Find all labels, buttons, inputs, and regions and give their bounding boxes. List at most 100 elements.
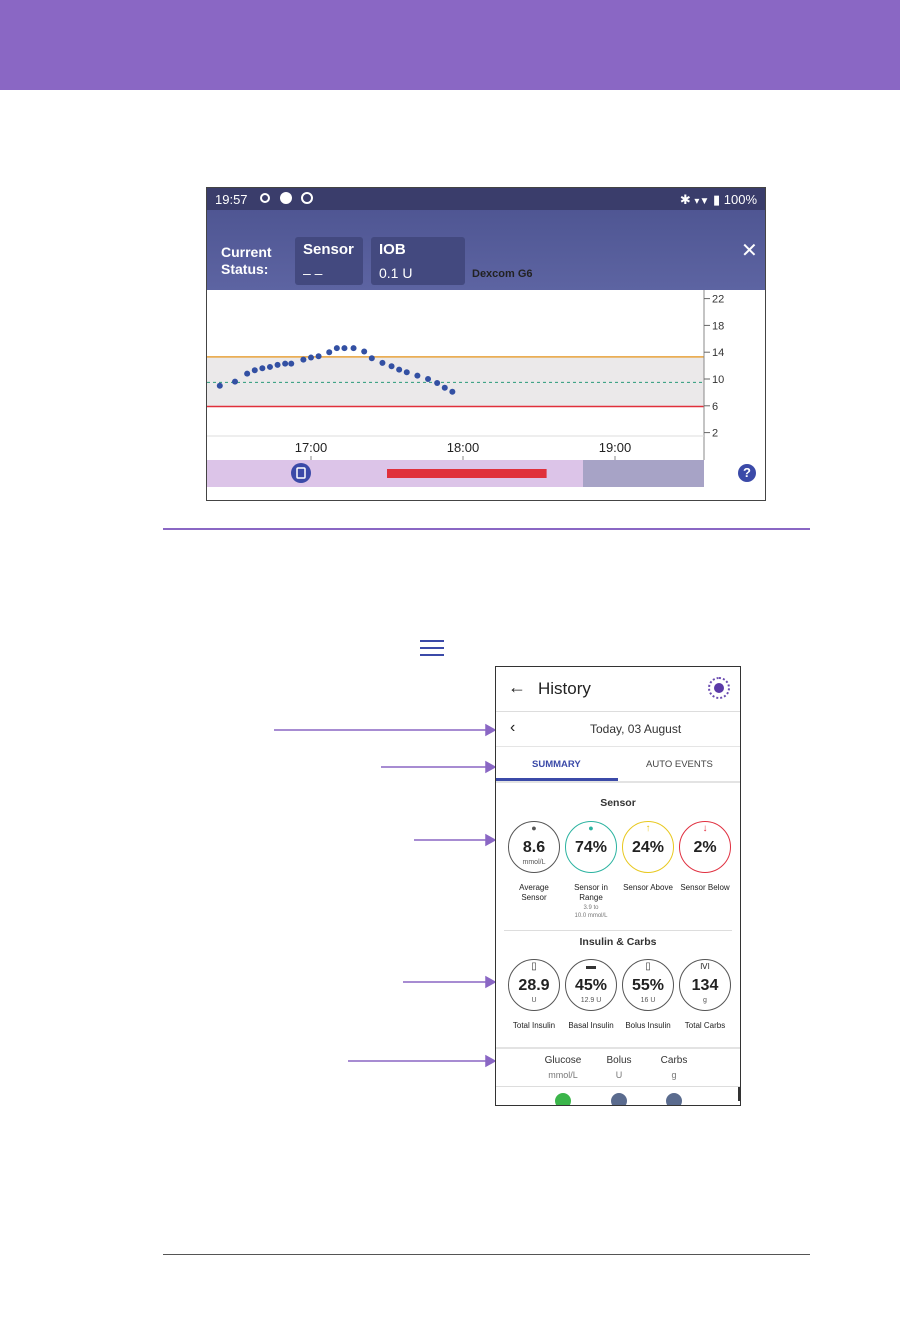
callout-arrowhead-sensor — [485, 833, 497, 847]
x-tick-label: 17:00 — [295, 440, 328, 455]
stat-circle: ↓ 2% — [679, 821, 731, 873]
glucose-point — [441, 384, 448, 391]
glucose-point — [282, 360, 289, 367]
tab-auto-events[interactable]: AUTO EVENTS — [646, 759, 713, 770]
legend-label: Bolus — [606, 1055, 632, 1066]
y-tick-label: 22 — [712, 294, 724, 306]
stat-unit: mmol/L — [522, 859, 546, 866]
glucose-point — [403, 369, 410, 376]
arrow-down-icon: ↓ — [702, 823, 708, 834]
callout-arrowhead-date — [485, 723, 497, 737]
y-tick-label: 2 — [712, 428, 718, 440]
back-arrow-icon[interactable]: ← — [508, 677, 526, 697]
date-selector: ‹ Today, 03 August — [496, 712, 740, 747]
help-icon[interactable]: ? — [738, 464, 756, 482]
stat-caption: Sensor in Range — [574, 883, 608, 902]
glucose-point — [341, 345, 348, 352]
glucose-point — [266, 363, 273, 370]
legend-unit: g — [671, 1070, 677, 1080]
legend-label: Glucose — [544, 1055, 582, 1066]
glucose-point — [259, 365, 266, 372]
header-band — [0, 0, 900, 90]
stat-circle: ● 8.6 mmol/L — [508, 821, 560, 873]
iob-tile-value: 0.1 U — [379, 265, 413, 281]
x-tick-label: 18:00 — [447, 440, 480, 455]
record-icon — [260, 193, 270, 203]
glucose-point — [315, 353, 322, 360]
stat-value: 45% — [574, 977, 608, 994]
glucose-point — [308, 354, 314, 361]
callout-arrowhead-legend — [485, 1054, 497, 1068]
callout-arrowhead-tabs — [485, 760, 497, 774]
stat-unit: 12.9 U — [580, 997, 602, 1004]
stat-caption: Basal Insulin — [568, 1021, 614, 1030]
insulin-event-bar — [207, 460, 765, 487]
sensor-tile[interactable]: Sensor – – — [295, 237, 363, 285]
tab-summary[interactable]: SUMMARY — [532, 759, 581, 770]
sensor-tile-title: Sensor — [303, 241, 354, 258]
glucose-point — [333, 345, 340, 352]
sensor-tile-value: – – — [303, 265, 323, 281]
glucose-point — [414, 372, 421, 379]
drop-icon: ● — [531, 823, 537, 833]
stat-value: 2% — [693, 839, 717, 856]
glucose-point — [288, 360, 295, 367]
glucose-legend-icon — [555, 1093, 571, 1105]
glucose-point — [216, 382, 223, 389]
iob-tile[interactable]: IOB 0.1 U — [371, 237, 465, 285]
cgm-chart: 22 18 14 10 6 2 17:00 18:00 19:00 — [207, 290, 765, 460]
target-range-band — [207, 356, 704, 407]
insulin-section-title: Insulin & Carbs — [579, 936, 657, 948]
stat-unit: 16 U — [640, 997, 656, 1004]
glucose-point — [232, 378, 238, 385]
glucose-point — [300, 356, 307, 363]
glucose-point — [396, 366, 403, 373]
stat-unit: U — [531, 997, 537, 1004]
stat-circle: ▬ 45% 12.9 U — [565, 959, 617, 1011]
stat-value: 24% — [631, 839, 665, 856]
battery-percent: 100% — [723, 192, 757, 207]
insulin-icon: ▯ — [645, 961, 651, 972]
y-axis-area — [704, 290, 765, 460]
x-tick-label: 19:00 — [599, 440, 632, 455]
bluetooth-icon: ✱ — [679, 192, 691, 207]
divider — [496, 1047, 740, 1049]
stat-subcaption: 3.9 to 10.0 mmol/L — [574, 905, 608, 919]
arrow-up-icon: ↑ — [645, 823, 651, 834]
sync-icon — [301, 192, 313, 204]
stat-caption: Average Sensor — [519, 883, 549, 902]
previous-day-icon[interactable]: ‹ — [510, 719, 516, 736]
menu-icon — [420, 640, 444, 656]
history-header: ← History — [496, 667, 740, 712]
stat-circle: ▯ 28.9 U — [508, 959, 560, 1011]
stat-caption: Sensor Below — [680, 883, 730, 892]
bolus-icon-glyph — [296, 467, 306, 479]
stat-caption: Bolus Insulin — [625, 1021, 671, 1030]
sensor-section-title: Sensor — [600, 797, 636, 809]
stat-caption: Sensor Above — [623, 883, 673, 892]
event-bar-recent — [583, 460, 704, 487]
battery-icon: ▮ — [712, 192, 721, 207]
basal-icon: ▬ — [586, 961, 596, 972]
cgm-name: Dexcom G6 — [472, 268, 533, 280]
pump-status-screenshot: 19:57 ✱ ▾▼ ▮ 100% Current Status: Sensor… — [206, 187, 766, 501]
glucose-point — [434, 380, 441, 387]
glucose-point — [425, 376, 432, 382]
carbs-legend-icon — [666, 1093, 682, 1105]
glucose-point — [379, 359, 386, 366]
stat-caption: Total Carbs — [684, 1021, 726, 1030]
callout-arrowhead-insulin — [485, 975, 497, 989]
drop-icon: ● — [588, 823, 594, 833]
history-tabs: SUMMARY AUTO EVENTS — [496, 747, 740, 783]
iob-tile-title: IOB — [379, 241, 406, 258]
suspend-bar — [387, 469, 547, 478]
notification-dot-icon — [280, 192, 292, 204]
footer-divider — [163, 1254, 810, 1255]
scrollbar[interactable] — [738, 1087, 740, 1101]
status-ring-icon[interactable] — [708, 677, 730, 699]
divider — [504, 930, 732, 931]
divider — [496, 1086, 740, 1087]
stat-circle: ⅣⅠ 134 g — [679, 959, 731, 1011]
close-icon[interactable]: ✕ — [741, 240, 758, 262]
stat-circle: ↑ 24% — [622, 821, 674, 873]
